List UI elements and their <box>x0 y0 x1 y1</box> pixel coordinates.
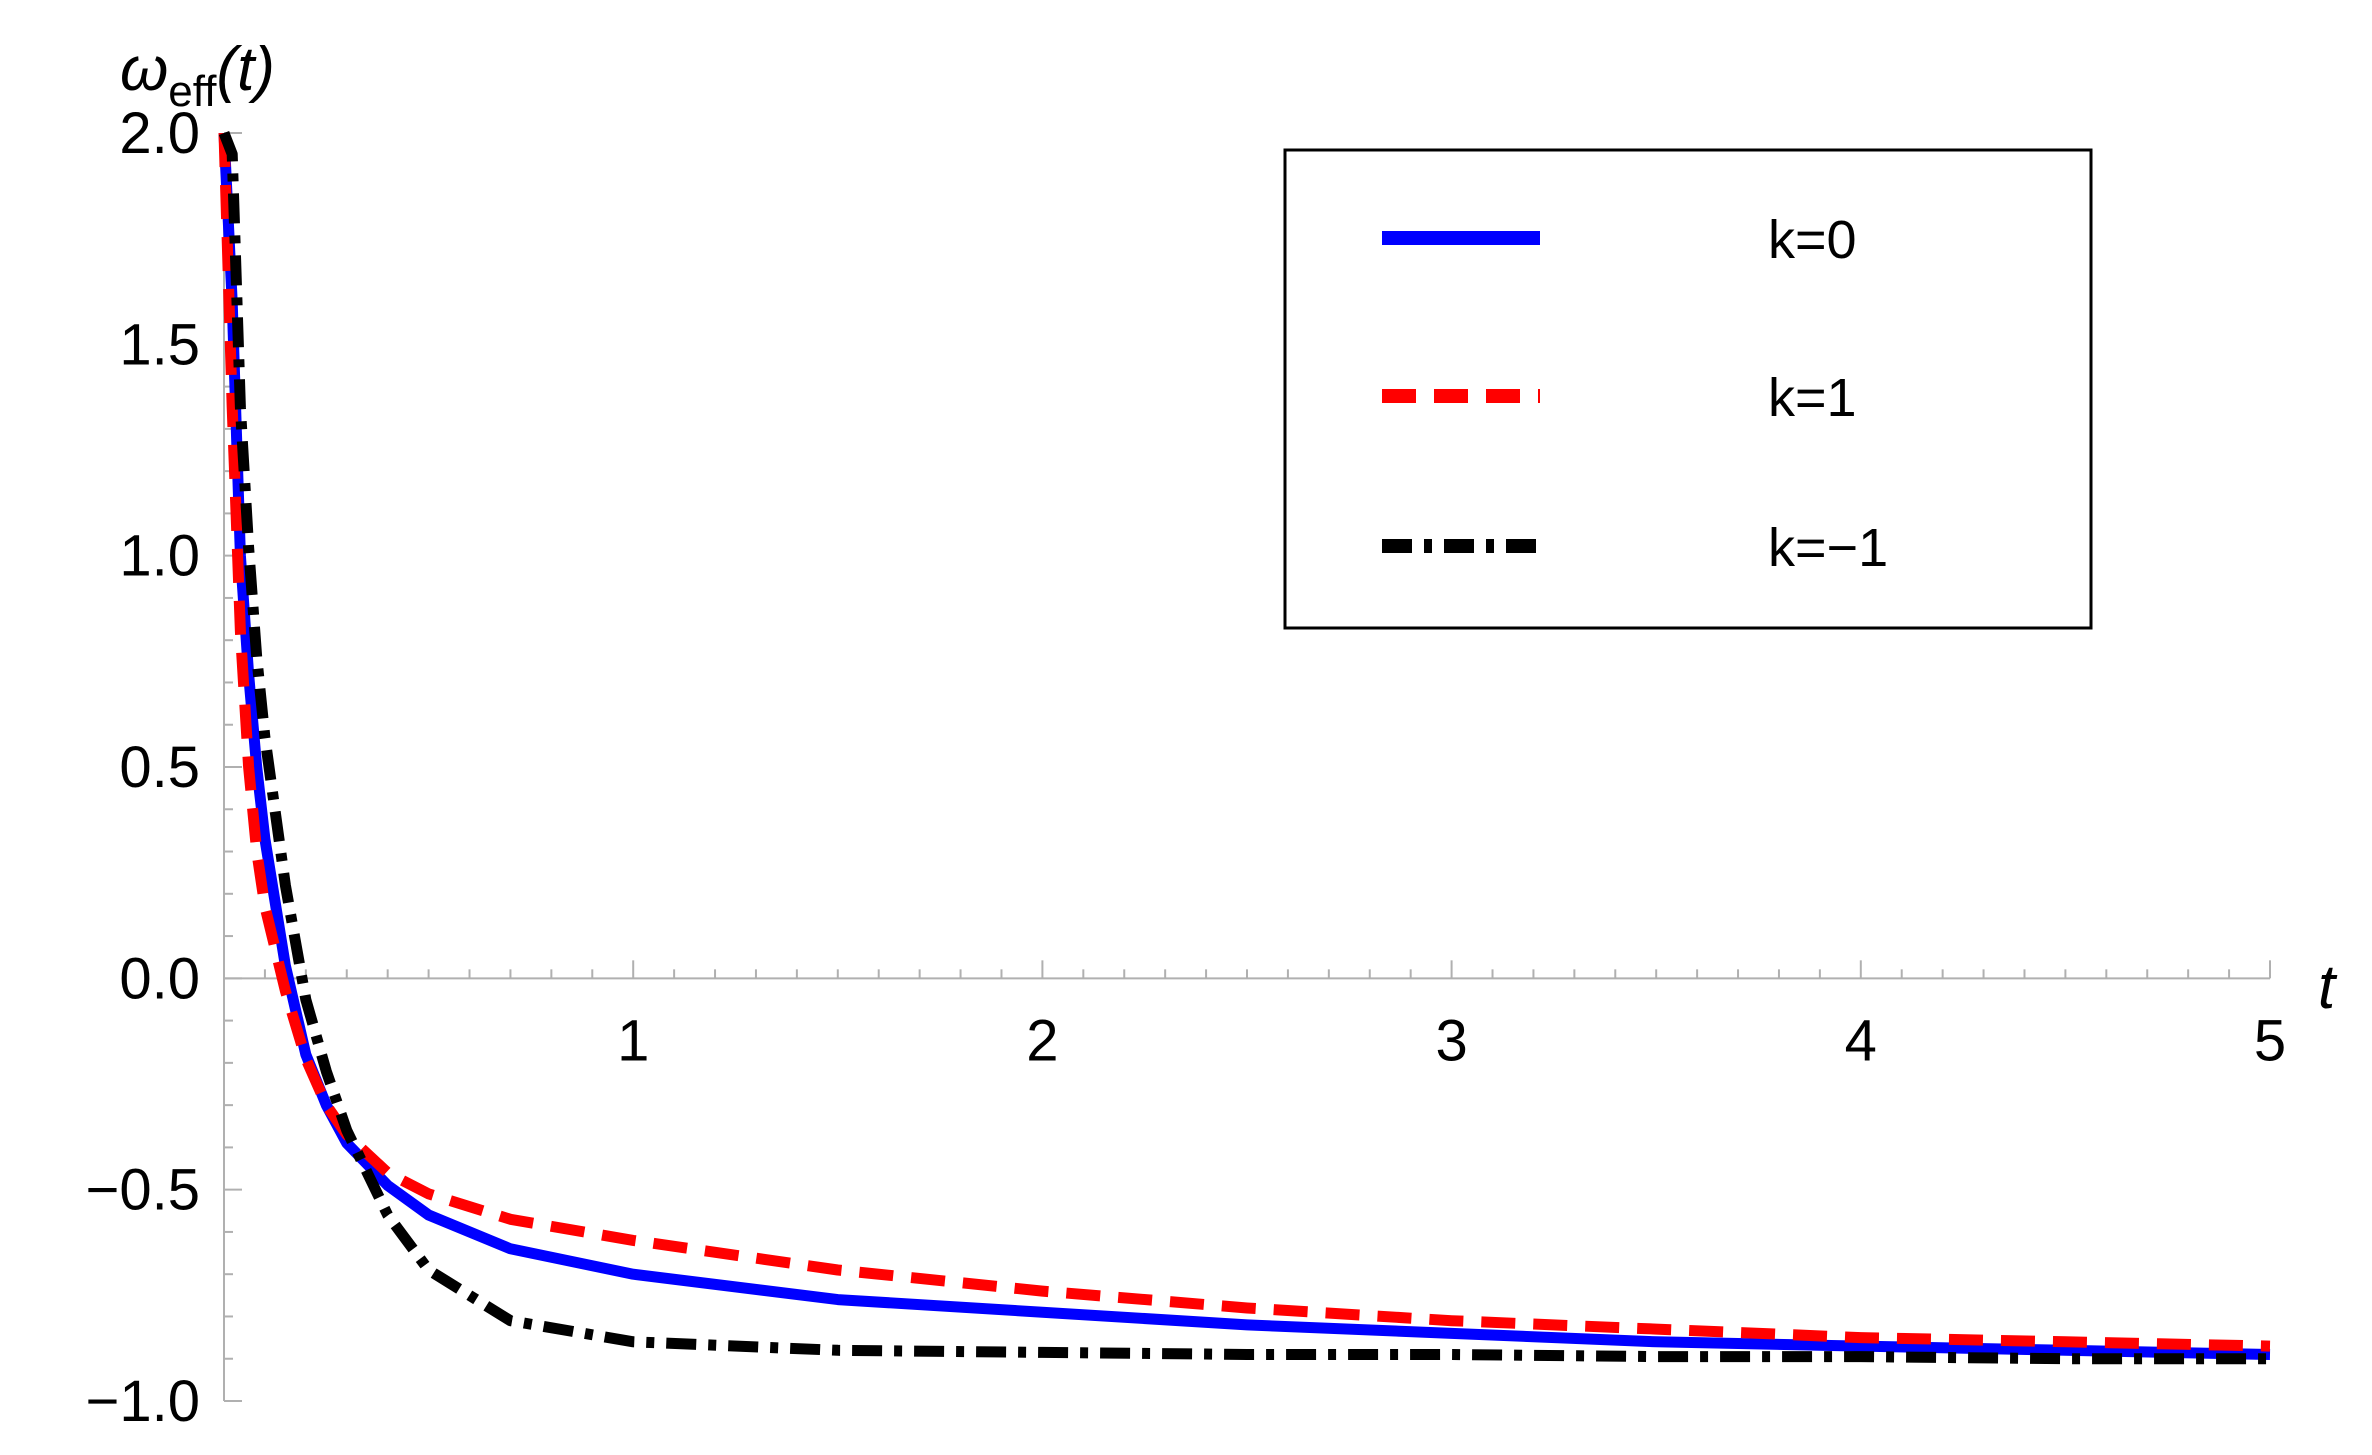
y-tick-label: 1.0 <box>119 524 200 589</box>
y-tick-label: −0.5 <box>86 1158 201 1223</box>
x-tick-label: 1 <box>617 1008 649 1073</box>
x-tick-label: 4 <box>1845 1008 1877 1073</box>
legend: k=0 k=1 k=−1 <box>1283 148 2093 630</box>
series-line-1 <box>218 132 2271 1352</box>
x-axis-title: t <box>2318 953 2338 1022</box>
x-ticks: 1 2 3 4 5 <box>263 960 2286 1073</box>
y-axis-title: ωeff(t) <box>120 35 275 116</box>
x-tick-label: 2 <box>1026 1008 1058 1073</box>
y-axis-title-argument: (t) <box>216 35 275 104</box>
y-tick-label: 0.0 <box>119 946 200 1011</box>
legend-label-0: k=0 <box>1768 210 1857 270</box>
y-axis-title-symbol: ω <box>120 35 168 104</box>
x-tick-label: 3 <box>1435 1008 1467 1073</box>
axes: 1 2 3 4 5 2.0 1.5 1.0 0.5 0.0 −0.5 −1.0 <box>86 101 2287 1434</box>
series-line-2 <box>218 131 2270 1365</box>
x-tick-label: 5 <box>2254 1008 2286 1073</box>
y-tick-label: 1.5 <box>119 312 200 377</box>
y-tick-label: 0.5 <box>119 735 200 800</box>
legend-items: k=0 k=1 k=−1 <box>1382 210 1888 578</box>
y-tick-label: −1.0 <box>86 1369 201 1434</box>
y-ticks: 2.0 1.5 1.0 0.5 0.0 −0.5 −1.0 <box>86 101 242 1434</box>
legend-frame <box>1283 148 2093 630</box>
y-axis-title-subscript: eff <box>168 67 217 116</box>
series-layer <box>218 131 2271 1365</box>
legend-label-1: k=1 <box>1768 368 1857 428</box>
series-line-0 <box>218 132 2271 1360</box>
legend-label-2: k=−1 <box>1768 518 1888 578</box>
y-tick-label: 2.0 <box>119 101 200 166</box>
